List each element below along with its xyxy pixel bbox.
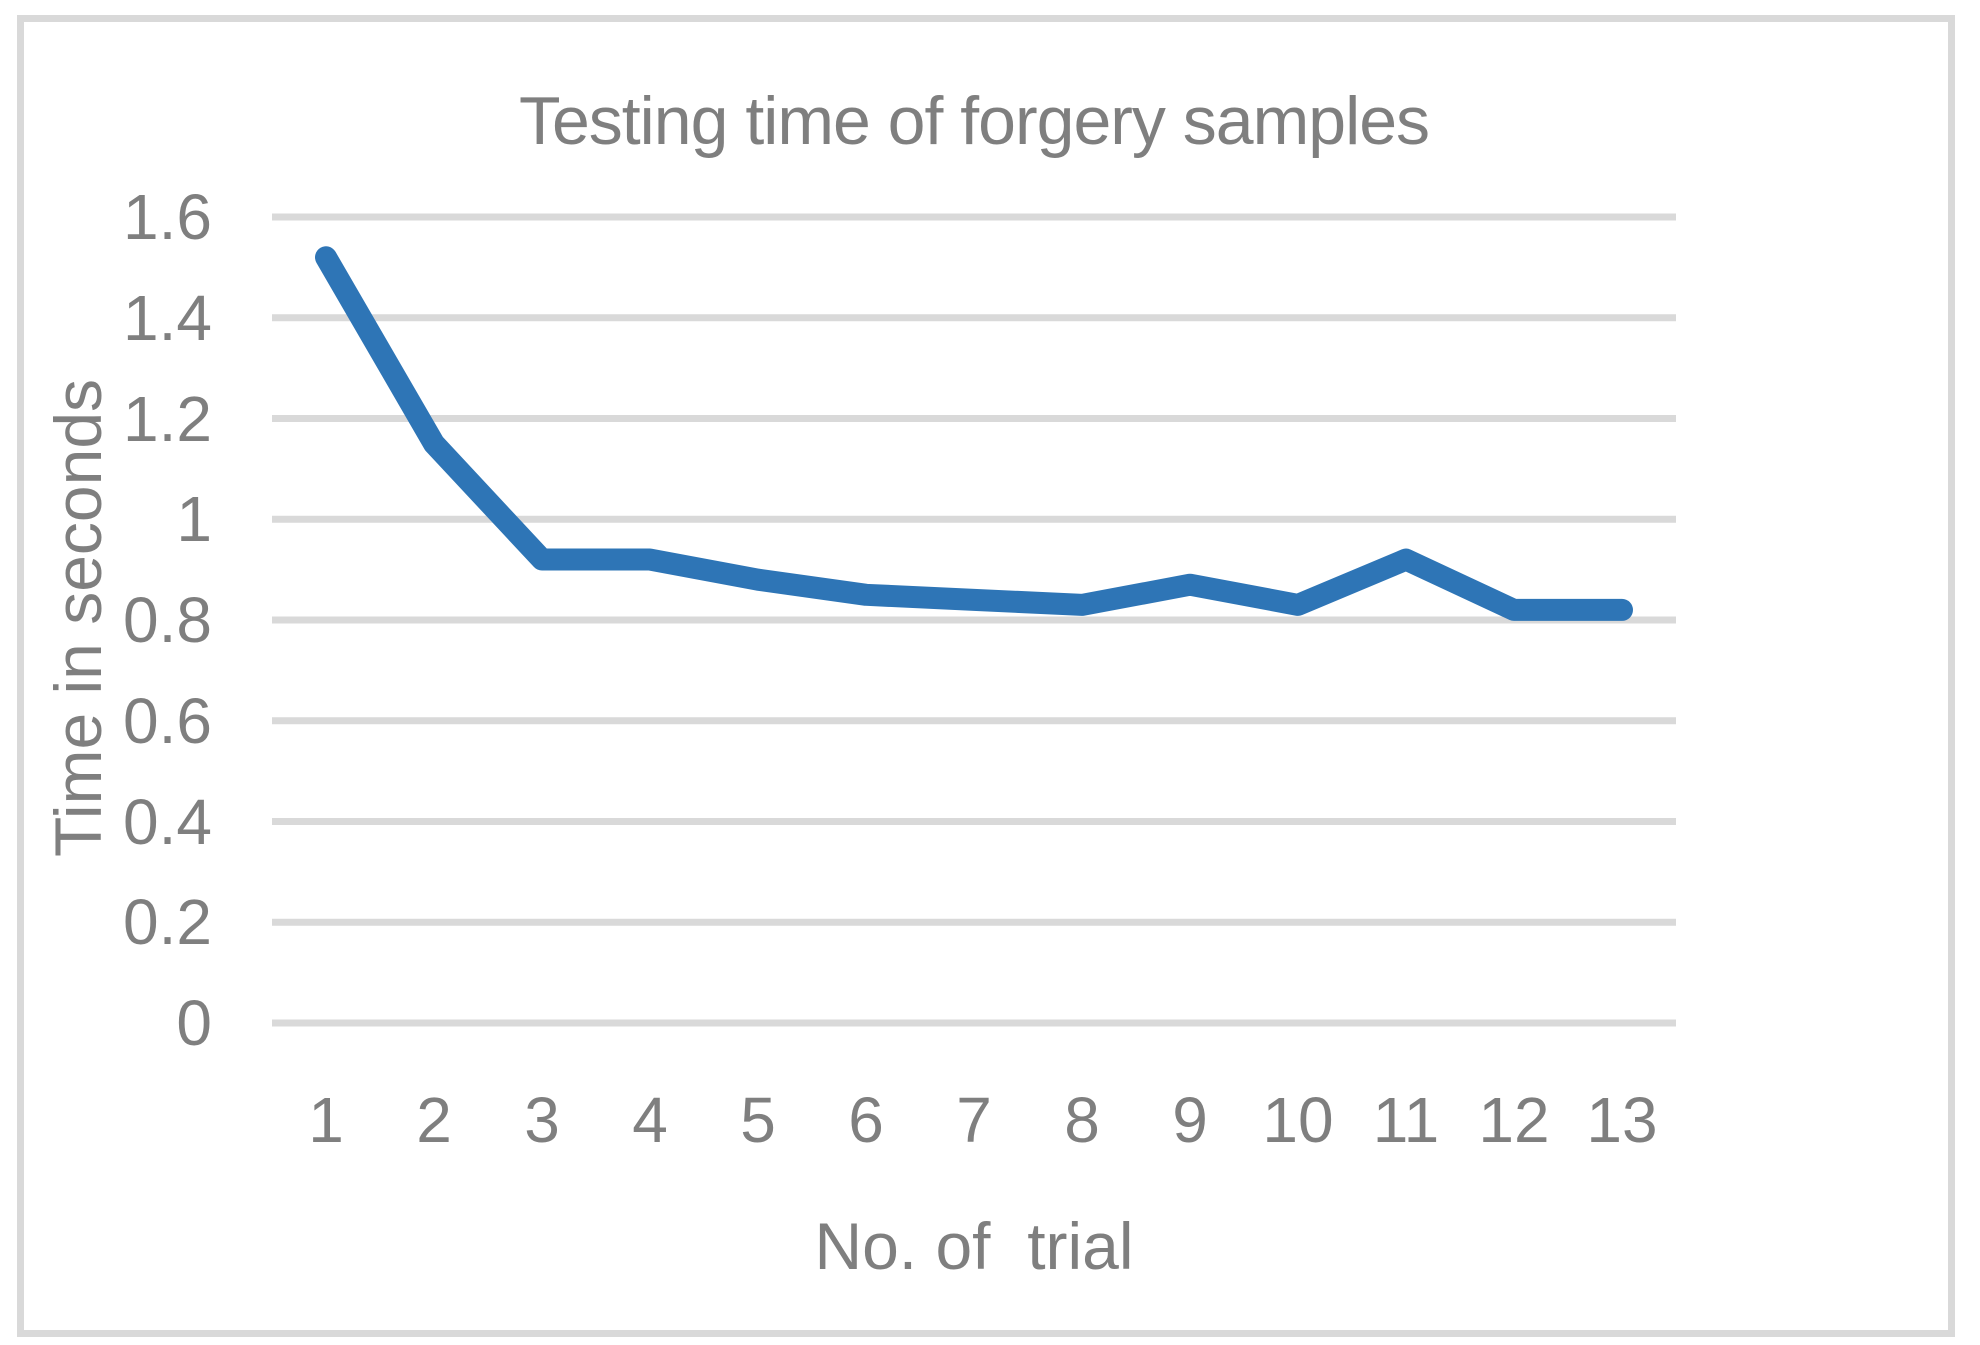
x-tick-label: 13: [1586, 1084, 1658, 1156]
x-tick-label: 8: [1064, 1084, 1100, 1156]
y-tick-label: 0: [176, 987, 212, 1059]
x-tick-label: 10: [1262, 1084, 1334, 1156]
x-tick-label: 9: [1172, 1084, 1208, 1156]
chart-border: [17, 15, 1955, 1337]
x-tick-label: 11: [1372, 1084, 1440, 1156]
x-tick-label: 7: [956, 1084, 992, 1156]
y-tick-label: 0.8: [123, 584, 212, 656]
x-tick-label: 5: [740, 1084, 776, 1156]
y-tick-label: 0.4: [123, 785, 212, 858]
x-tick-label: 6: [848, 1084, 884, 1156]
data-series: [315, 246, 1633, 621]
x-tick-label: 12: [1478, 1084, 1550, 1156]
y-tick-label: 1.2: [123, 382, 212, 455]
y-tick-label: 0.2: [123, 886, 212, 959]
y-tick-label: 1.4: [123, 281, 212, 354]
chart-title: Testing time of forgery samples: [518, 83, 1430, 159]
y-tick-label: 1: [176, 483, 212, 556]
x-tick-label: 1: [308, 1084, 344, 1156]
x-tick-label: 3: [524, 1084, 560, 1156]
data-series-line: [315, 246, 1633, 621]
x-tick-label: 2: [416, 1084, 452, 1156]
y-tick-label: 1.6: [123, 181, 212, 253]
gridlines: [272, 213, 1676, 1027]
x-axis-title: No. of trial: [814, 1209, 1134, 1283]
y-tick-label: 0.6: [123, 684, 212, 757]
x-tick-label: 4: [632, 1084, 668, 1156]
